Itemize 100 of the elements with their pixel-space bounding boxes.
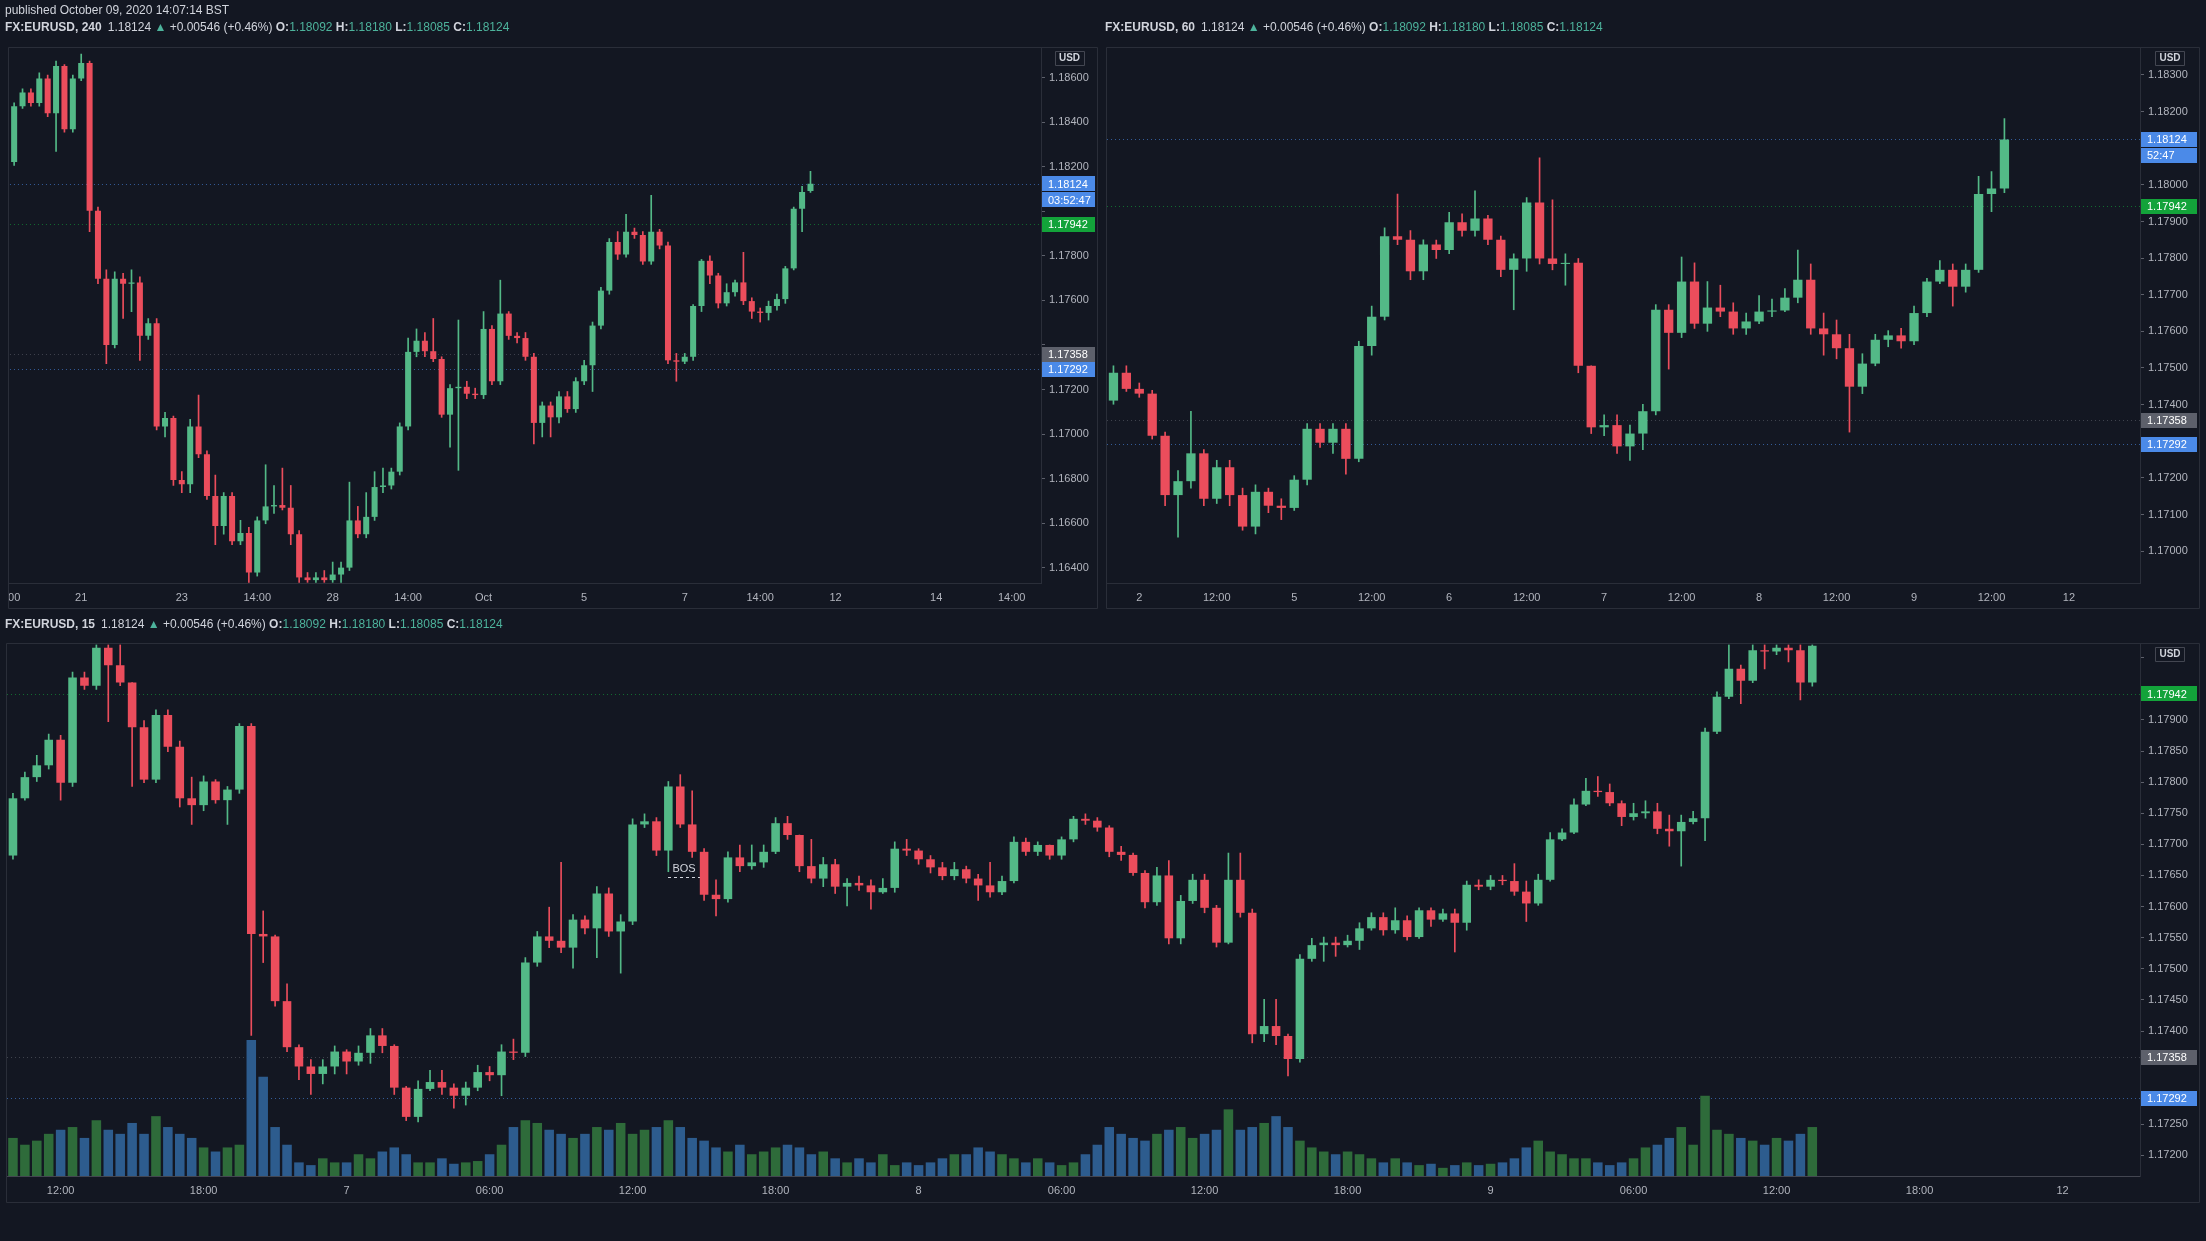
y-tick-label: 1.17450 [2148,992,2188,1005]
x-tick-label: 06:00 [475,1183,504,1196]
y-tick-label: 1.17850 [2148,744,2188,757]
x-tick-label: 5 [1291,590,1298,603]
bar [901,1162,912,1176]
candlestick [1676,814,1686,867]
bar [1521,1147,1532,1176]
bar [341,1162,352,1176]
bar [1557,1154,1567,1176]
x-tick-label: 8 [915,1183,922,1196]
chart-title: FX:EURUSD, 60 [1105,20,1196,34]
x-tick-label: Oct [475,590,493,603]
bar [484,1154,495,1176]
bar [1771,1137,1782,1176]
bar [389,1147,400,1176]
ref-line-label: 1.17292 [2147,1091,2187,1104]
text: 1.18124 ▲ +0.00546 (+0.46%) O:1.18092 H:1.18180 L:1.18085 C:1.18124 [101,617,503,631]
bar [592,1127,602,1176]
candlestick [747,844,757,870]
bar [401,1154,411,1176]
bar [1581,1158,1591,1176]
x-tick-label: 12:00 [1977,590,2006,603]
bar [43,1133,54,1176]
y-tick-label: 1.16400 [1049,560,1089,573]
bar [127,1122,137,1176]
bar [55,1129,66,1176]
bar [1056,1165,1067,1176]
y-tick-label: 1.17900 [2148,214,2188,227]
bar [604,1129,614,1176]
bar [556,1133,566,1176]
bar [1235,1129,1246,1176]
y-tick-label: 1.17000 [1049,427,1089,440]
bar [1271,1116,1281,1176]
bar [20,1144,30,1176]
bar [1032,1158,1043,1176]
bar [79,1137,90,1176]
bar [8,1137,18,1176]
bar [115,1133,125,1176]
bar [1295,1140,1305,1176]
bar [461,1162,471,1176]
bar [818,1151,829,1176]
x-tick-label: 12:00 [1357,590,1386,603]
bar [1223,1109,1234,1176]
x-tick-label: 6 [1446,590,1453,603]
bar [32,1140,42,1176]
bar [1509,1158,1520,1176]
bar [1807,1127,1818,1176]
bar [568,1137,578,1176]
x-tick-label: 5 [581,590,588,603]
bar [1378,1162,1389,1176]
bar [186,1137,197,1176]
bar [997,1154,1007,1176]
bar [1533,1140,1543,1176]
bar [1366,1158,1377,1176]
bar [1545,1151,1555,1176]
candlestick [178,471,185,493]
y-tick-label: 1.17750 [2148,806,2188,819]
bar [1390,1158,1400,1176]
x-tick-label: 14:00 [997,590,1026,603]
y-tick-label: 1.17600 [2148,324,2188,337]
y-tick-label: 1.18600 [1049,70,1089,83]
x-tick-label: 9 [1910,590,1918,603]
bar [782,1144,793,1176]
candlestick [514,332,521,344]
bar [1259,1122,1269,1176]
bar [1330,1154,1341,1176]
candlestick [1509,253,1519,311]
y-tick-label: 1.18200 [1049,159,1089,172]
y-axis-title: USD [2159,648,2181,660]
bar [830,1158,840,1176]
bar [651,1127,662,1176]
bar [1140,1140,1150,1176]
bar [1104,1127,1115,1176]
x-tick-label: 9 [1487,1183,1494,1196]
bar [1676,1127,1686,1176]
x-tick-label: 18:00 [1333,1183,1362,1196]
text: published October 09, 2020 14:07:14 BST [5,3,230,18]
y-tick-label: 1.17600 [2148,899,2188,912]
bar [1116,1133,1126,1176]
bar [961,1154,972,1176]
x-tick-label: 7 [1601,590,1608,603]
bar [139,1133,149,1176]
bar [973,1147,983,1176]
bar [1652,1144,1663,1176]
y-tick-label: 1.18000 [2148,177,2188,190]
y-tick-label: 1.17200 [2148,470,2188,483]
bar [723,1151,733,1176]
candlestick [556,862,566,953]
x-tick-label: 28 [326,590,339,603]
bar [1342,1151,1353,1176]
bar [747,1154,757,1176]
y-tick-label: 1.17800 [2148,251,2188,264]
bar [580,1133,590,1176]
y-tick-label: 1.17250 [2148,1117,2188,1130]
x-tick-label: 12 [2056,1183,2069,1196]
x-tick-label: 12:00 [1512,590,1541,603]
bar [1497,1162,1508,1176]
bar [1747,1140,1758,1176]
bar [1414,1165,1424,1176]
ref-line-label: 1.17358 [2147,413,2187,426]
